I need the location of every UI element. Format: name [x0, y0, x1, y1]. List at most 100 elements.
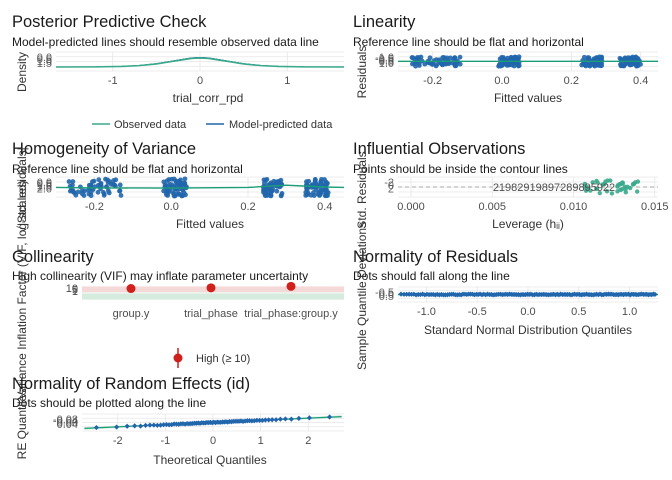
linearity-y-tick-label: -0.5 [375, 53, 394, 65]
collinearity-y-tick-label: 10 [66, 283, 78, 295]
collinearity-y-tick-label: 1 [72, 286, 78, 298]
homogeneity-point [75, 189, 81, 195]
linearity-point [452, 55, 458, 61]
ppc-xlabel: trial_corr_rpd [173, 91, 244, 105]
panel-normality-residuals: Normality of Residuals Dots should fall … [353, 222, 658, 370]
collinearity-vif-point [286, 281, 296, 291]
homogeneity-point [79, 191, 85, 197]
homogeneity-point [88, 193, 94, 199]
normality-residuals-point [411, 291, 417, 297]
linearity-y-tick-label: 0.0 [379, 55, 394, 67]
influential-point [590, 180, 595, 185]
linearity-point [621, 62, 627, 68]
normality-re-point [132, 423, 138, 429]
normality-re-point [306, 415, 313, 421]
collinearity-x-tick-label: trial_phase [184, 308, 238, 320]
normality-residuals-x-tick-label: 1.0 [622, 306, 637, 318]
normality-re-y-tick-label: 0.04 [57, 419, 78, 431]
homogeneity-point [107, 179, 112, 184]
linearity-point [448, 55, 453, 61]
collinearity-low-band [82, 292, 344, 300]
linearity-point [598, 55, 604, 61]
influential-x-tick-label: 0.005 [478, 201, 506, 213]
normality-re-x-tick-label: 2 [305, 435, 311, 447]
homogeneity-title: Homogeneity of Variance [12, 140, 196, 158]
normality-re-point [143, 422, 149, 429]
influential-y-tick-label: -2 [384, 177, 394, 189]
linearity-x-tick-label: 0.2 [564, 75, 579, 87]
collinearity-title: Collinearity [12, 248, 94, 266]
collinearity-subtitle: High collinearity (VIF) may inflate para… [12, 269, 308, 283]
influential-point-labels: 21982919897289895922 [493, 182, 615, 194]
linearity-x-tick-label: -0.2 [423, 75, 442, 87]
panel-homogeneity: Homogeneity of Variance Reference line s… [12, 140, 345, 233]
normality-re-point [273, 417, 279, 423]
normality-residuals-title: Normality of Residuals [353, 248, 518, 266]
normality-residuals-y-tick-label: -0.5 [375, 287, 394, 299]
homogeneity-point [306, 178, 312, 184]
ppc-plot-area: -1 0 1 0.00.51.01.5 [37, 51, 345, 87]
homogeneity-point [117, 182, 123, 188]
homogeneity-subtitle: Reference line should be flat and horizo… [12, 162, 243, 176]
linearity-point [439, 61, 445, 67]
homogeneity-point [96, 177, 102, 183]
linearity-point [433, 63, 439, 69]
normality-re-plot-area: -2 -1 0 1 2 -0.08-0.040.000.04 [53, 413, 344, 447]
homogeneity-point [105, 188, 111, 194]
influential-point [585, 185, 590, 190]
normality-re-point [326, 414, 333, 420]
normality-re-point [161, 422, 167, 428]
linearity-point [452, 63, 458, 69]
influential-subtitle: Points should be inside the contour line… [353, 162, 568, 176]
influential-point [625, 184, 630, 190]
linearity-point [457, 61, 463, 67]
normality-residuals-x-tick-label: -0.5 [468, 306, 487, 318]
normality-re-point [147, 422, 153, 428]
normality-residuals-x-tick-label: 0.0 [520, 306, 535, 318]
normality-re-point [259, 417, 265, 424]
panel-linearity: Linearity Reference line should be flat … [353, 13, 658, 105]
linearity-point [594, 55, 600, 61]
legend-predicted-label: Model-predicted data [229, 119, 333, 131]
normality-re-point [282, 416, 288, 422]
homogeneity-point [279, 191, 285, 196]
panel-influential: Influential Observations Points should b… [353, 140, 669, 231]
normality-re-point [269, 417, 275, 423]
homogeneity-point [313, 187, 319, 193]
normality-residuals-plot-area: -1.0 -0.5 0.0 0.5 1.0-0.50.00.5 [375, 286, 658, 318]
ppc-x-tick-label: -1 [108, 75, 118, 87]
homogeneity-point [118, 193, 124, 198]
influential-y-tick-label: 0 [388, 180, 394, 192]
homogeneity-point [77, 184, 83, 190]
homogeneity-smooth-line [55, 184, 345, 189]
normality-re-point [93, 424, 100, 431]
homogeneity-point [274, 188, 280, 194]
linearity-point [594, 62, 600, 68]
linearity-title: Linearity [353, 13, 416, 31]
normality-re-x-tick-label: -1 [160, 435, 170, 447]
normality-re-point [138, 423, 144, 429]
normality-re-point [154, 422, 160, 428]
linearity-point [416, 63, 422, 68]
homogeneity-plot-area: -0.2 0.0 0.2 0.40.00.51.01.52.0 [37, 176, 345, 213]
ppc-observed-line [55, 57, 345, 68]
normality-re-point [262, 417, 268, 423]
collinearity-legend: High (≥ 10) [173, 348, 250, 368]
normality-re-x-tick-label: 0 [210, 435, 216, 447]
linearity-ylabel: Residuals [355, 46, 369, 99]
ppc-subtitle: Model-predicted lines should resemble ob… [12, 35, 319, 49]
influential-point [623, 190, 629, 195]
ppc-legend: Observed data Model-predicted data [92, 119, 333, 131]
normality-re-ylabel: RE Quantiles [15, 389, 29, 460]
linearity-point [496, 63, 502, 69]
ppc-ylabel: Density [15, 52, 29, 92]
homogeneity-point [313, 177, 318, 183]
influential-point [620, 180, 625, 185]
homogeneity-point [165, 188, 171, 194]
linearity-y-tick-label: -1.0 [375, 52, 394, 64]
homogeneity-point [322, 187, 328, 193]
linearity-point [516, 63, 522, 68]
normality-residuals-point [458, 292, 464, 298]
linearity-point [431, 58, 437, 64]
homogeneity-point [70, 179, 76, 184]
